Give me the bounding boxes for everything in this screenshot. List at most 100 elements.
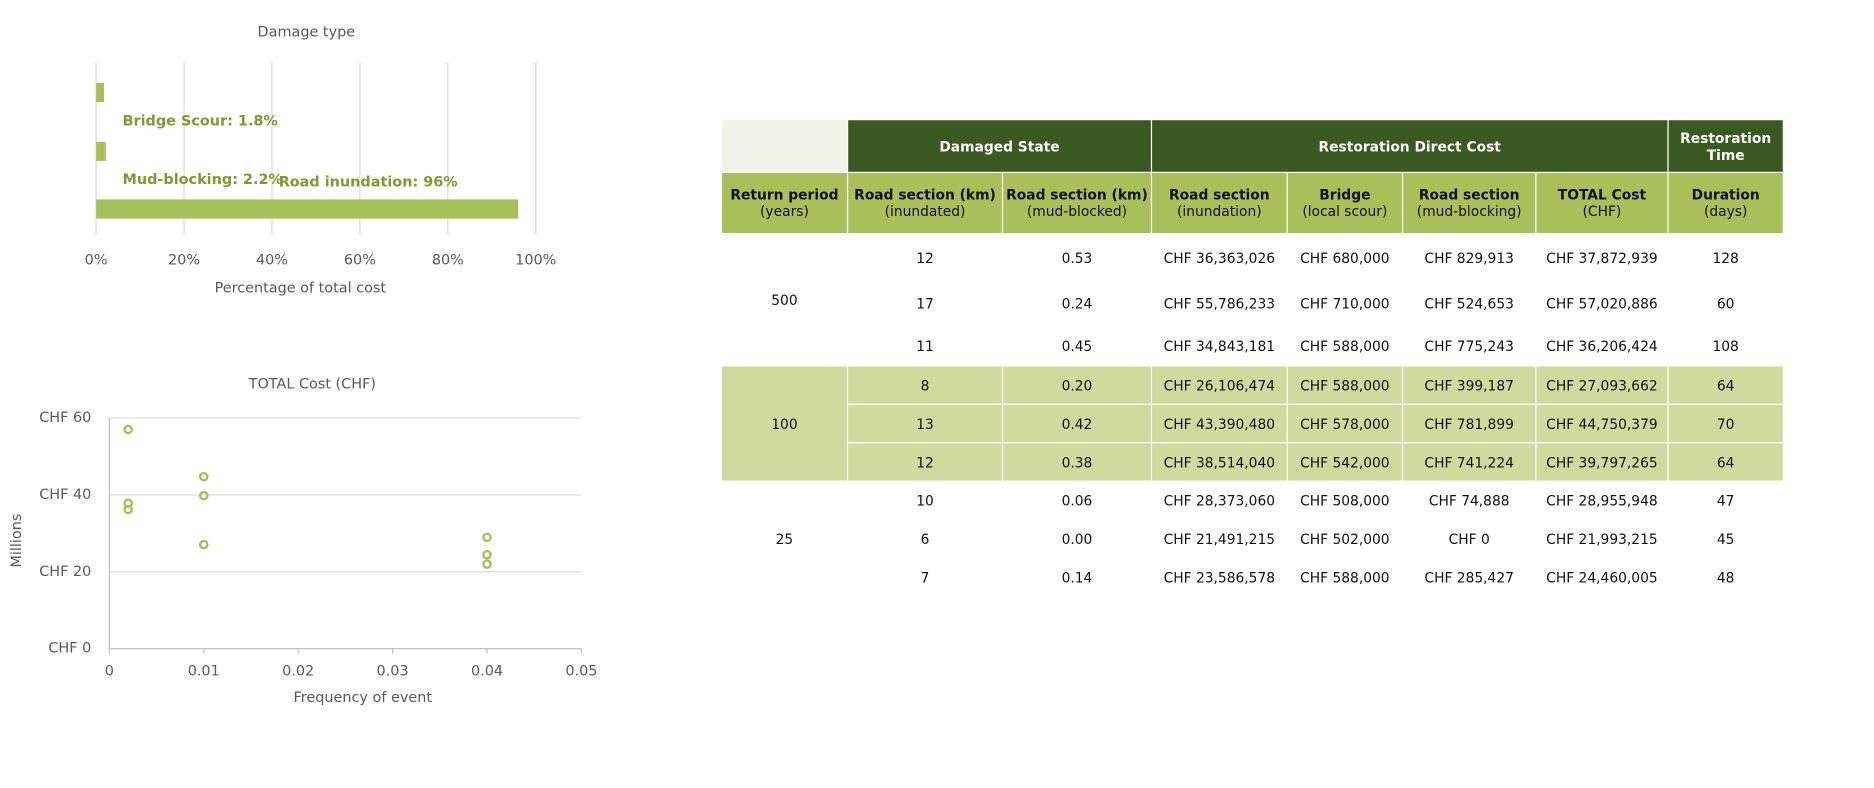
blank-cell: [720, 118, 849, 173]
column-unit: (years): [760, 203, 809, 220]
cell: CHF 588,000: [1286, 365, 1404, 405]
cell: CHF 38,514,040: [1150, 442, 1288, 482]
results-table: Damaged State Restoration Direct Cost Rest…: [720, 118, 1784, 598]
cell: CHF 39,797,265: [1535, 442, 1669, 482]
x-tick-label: 0.05: [565, 664, 597, 680]
table-row: 6 0.00 CHF 21,491,215 CHF 502,000 CHF 0 CHF 2…: [721, 518, 1784, 559]
column-title: Bridge: [1319, 186, 1371, 204]
table-row: 17 0.24 CHF 55,786,233 CHF 710,000 CHF 524,6…: [721, 281, 1784, 326]
bar: [96, 141, 106, 161]
cell: 0.42: [1001, 403, 1153, 444]
point: [123, 424, 134, 435]
point: [198, 471, 209, 482]
cell: 0.38: [1001, 442, 1153, 482]
table-row: 13 0.42 CHF 43,390,480 CHF 578,000 CHF 781,8…: [721, 403, 1784, 444]
cell: 17: [846, 281, 1004, 326]
cell: CHF 829,913: [1401, 233, 1537, 283]
column-header: TOTAL Cost (CHF): [1535, 171, 1669, 235]
x-tick-label: 80%: [432, 253, 464, 269]
y-axis-label: Millions: [9, 514, 25, 568]
point: [123, 504, 134, 515]
cell: CHF 524,653: [1401, 281, 1537, 326]
cell: 70: [1667, 403, 1784, 444]
cell: CHF 36,206,424: [1535, 324, 1669, 367]
column-header: Bridge (local scour): [1286, 171, 1404, 235]
cell: CHF 24,460,005: [1535, 557, 1669, 598]
cell: 13: [846, 403, 1004, 444]
column-unit: (days): [1703, 203, 1748, 220]
cell: 11: [846, 324, 1004, 367]
column-unit: (mud-blocking): [1416, 203, 1522, 220]
cell: CHF 285,427: [1401, 557, 1537, 598]
x-axis-label: Frequency of event: [294, 690, 433, 706]
point: [482, 532, 492, 543]
x-axis-label: Percentage of total cost: [215, 280, 387, 296]
column-unit: (inundation): [1177, 203, 1262, 220]
header-group-row: Damaged State Restoration Direct Cost Rest…: [720, 118, 1784, 173]
column-unit: (CHF): [1582, 203, 1622, 220]
x-tick-label: 0%: [85, 253, 108, 269]
cell: CHF 21,993,215: [1535, 518, 1669, 559]
cell: 0.53: [1001, 233, 1153, 283]
table-row: 11 0.45 CHF 34,843,181 CHF 588,000 CHF 775,2…: [721, 324, 1784, 367]
cell: 8: [846, 365, 1004, 405]
point: [198, 490, 209, 501]
cell: CHF 680,000: [1286, 233, 1404, 283]
x-tick-label: 0: [105, 664, 114, 680]
bar: [96, 199, 519, 219]
cell: 108: [1667, 324, 1784, 367]
cell: CHF 775,243: [1401, 324, 1537, 367]
header-group: Restoration Time: [1667, 118, 1784, 173]
table-row: 25 10 0.06 CHF 28,373,060 CHF 508,000 CHF 74,…: [720, 480, 1784, 598]
cell: CHF 34,843,181: [1150, 324, 1288, 367]
table-row: 500 12 0.53 CHF 36,363,026 CHF 680,000 CHF 82…: [720, 233, 1784, 367]
column-title: Road section: [1169, 186, 1270, 204]
cell: 0.20: [1001, 365, 1153, 405]
cell: 64: [1667, 365, 1784, 405]
cell: 7: [846, 557, 1004, 598]
cell: 0.00: [1001, 518, 1153, 559]
point: [198, 539, 209, 550]
cell: CHF 21,491,215: [1150, 518, 1288, 559]
cell: CHF 588,000: [1286, 557, 1404, 598]
cell: CHF 399,187: [1401, 365, 1537, 405]
cell: CHF 781,899: [1401, 403, 1537, 444]
y-tick-label: CHF 0: [48, 641, 91, 657]
cell: CHF 44,750,379: [1535, 403, 1669, 444]
y-tick-label: CHF 20: [39, 564, 91, 580]
cell: CHF 588,000: [1286, 324, 1404, 367]
column-title: Return period: [730, 186, 839, 204]
column-unit: (local scour): [1302, 203, 1388, 220]
column-title: Duration: [1691, 186, 1760, 204]
cell: 10: [846, 480, 1004, 521]
header-row: Return period (years) Road section (km) (in…: [720, 171, 1784, 235]
chart-title: TOTAL Cost (CHF): [248, 376, 376, 392]
header-group: Restoration Direct Cost: [1150, 118, 1669, 173]
cell: CHF 28,373,060: [1150, 480, 1288, 521]
cell: CHF 23,586,578: [1150, 557, 1288, 598]
return-period: 25: [720, 480, 849, 598]
return-period: 100: [720, 365, 849, 482]
cell: 60: [1667, 281, 1784, 326]
cell: CHF 36,363,026: [1150, 233, 1288, 283]
cell: CHF 0: [1401, 518, 1537, 559]
cell: 12: [846, 233, 1004, 283]
x-tick-label: 0.04: [471, 664, 503, 680]
cell: CHF 27,093,662: [1535, 365, 1669, 405]
data-label: Road inundation: 96%: [279, 175, 458, 191]
x-tick-label: 100%: [515, 253, 556, 269]
x-tick-label: 20%: [168, 253, 200, 269]
charts: Damage type 0% 20% 40% 60% 80% 100% Percentage …: [9, 24, 598, 706]
cell: 6: [846, 518, 1004, 559]
x-tick-label: 60%: [344, 253, 376, 269]
column-header: Road section (mud-blocking): [1401, 171, 1537, 235]
x-tick-label: 40%: [256, 253, 288, 269]
cell: CHF 741,224: [1401, 442, 1537, 482]
cell: CHF 74,888: [1401, 480, 1537, 521]
y-tick-label: CHF 40: [39, 487, 91, 503]
cell: CHF 28,955,948: [1535, 480, 1669, 521]
cell: 0.14: [1001, 557, 1153, 598]
data-label: Mud-blocking: 2.2%: [123, 172, 283, 188]
cell: CHF 542,000: [1286, 442, 1404, 482]
